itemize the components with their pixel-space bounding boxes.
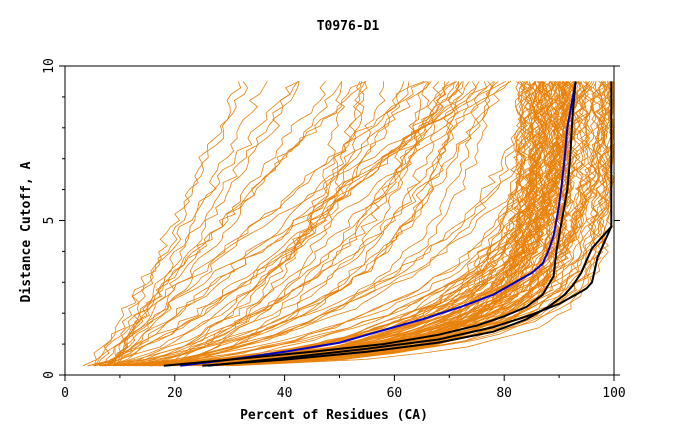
background-curve [148,81,542,367]
background-curve [199,81,527,367]
background-curve [177,81,611,367]
background-curve [113,81,405,367]
background-curve [109,81,268,366]
background-curve [87,81,499,367]
background-curve [158,81,550,367]
background-curve [140,81,457,367]
background-curve [109,81,459,367]
highlight-curve-2 [202,226,613,367]
background-curve [106,81,326,366]
background-curve [147,81,430,367]
background-curve [154,81,450,367]
background-curve [160,81,365,367]
background-curve [99,81,541,367]
background-curve [210,81,566,367]
background-curve [102,81,537,367]
background-curve [113,81,568,367]
background-curve [129,81,512,367]
x-tick-label: 100 [602,386,625,401]
x-axis-ticks: 0 20 40 60 80 100 [61,375,626,401]
background-curve [107,81,432,366]
background-curve [144,81,610,367]
background-curve [88,81,463,367]
background-curve [105,81,463,367]
background-curve [94,81,506,366]
background-curve [152,81,346,367]
background-curve [139,81,368,367]
background-curve [115,81,300,366]
background-curve [217,81,604,367]
background-curve [137,81,446,367]
y-axis-ticks: 0 5 10 [42,58,620,379]
y-tick-label: 10 [42,58,57,74]
background-curve [117,81,455,367]
background-curve [97,81,242,366]
background-curve [133,81,609,367]
background-curve [128,81,430,367]
background-curve [94,81,410,367]
highlight-curve-1 [163,81,577,367]
background-curve [232,81,614,367]
x-tick-label: 0 [61,386,69,401]
background-curve [104,81,367,366]
background-curve [135,81,610,367]
background-curve [158,81,464,367]
background-curves [82,81,614,367]
background-curve [114,81,552,367]
background-curve [105,81,427,367]
x-tick-label: 20 [167,386,183,401]
background-curve [131,81,531,367]
background-curve [82,81,510,367]
x-axis-label: Percent of Residues (CA) [240,408,428,423]
background-curve [150,81,569,367]
background-curve [126,81,576,367]
highlight-curve-0 [180,81,577,367]
background-curve [99,81,441,367]
y-tick-label: 5 [42,217,57,225]
background-curve [166,81,367,367]
highlight-curves [163,81,613,367]
highlight-curve-3 [207,81,613,367]
y-tick-label: 0 [42,371,57,379]
chart-title: T0976-D1 [317,19,380,34]
background-curve [115,81,425,366]
background-curve [109,81,343,366]
background-curve [143,81,560,367]
background-curve [93,81,300,366]
background-curve [124,81,496,367]
x-tick-label: 40 [277,386,293,401]
background-curve [150,81,594,367]
x-tick-label: 60 [387,386,403,401]
background-curve [103,81,249,367]
x-tick-label: 80 [496,386,512,401]
y-axis-label: Distance Cutoff, A [19,161,34,302]
background-curve [204,81,589,367]
background-curve [156,81,477,367]
background-curve [161,81,488,367]
background-curve [129,81,386,367]
